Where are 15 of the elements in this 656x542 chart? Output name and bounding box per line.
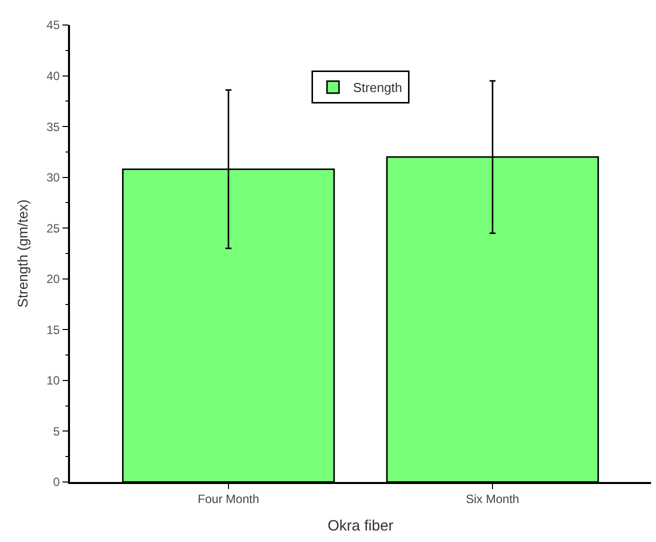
y-tick-label: 40 xyxy=(46,68,60,83)
y-tick-label: 10 xyxy=(46,374,60,388)
y-tick-label: 30 xyxy=(46,170,60,185)
legend-label: Strength xyxy=(353,80,402,96)
x-axis-title: Okra fiber xyxy=(328,518,394,535)
y-tick-label: 45 xyxy=(46,18,60,32)
y-axis-title: Strength (gm/tex) xyxy=(14,199,31,308)
y-tick-label: 15 xyxy=(46,322,60,337)
x-tick-label: Six Month xyxy=(466,492,520,506)
y-tick-label: 20 xyxy=(46,272,60,286)
y-tick-label: 0 xyxy=(53,475,60,490)
y-tick-label: 5 xyxy=(53,424,60,438)
x-tick-label: Four Month xyxy=(198,492,260,506)
y-tick-label: 25 xyxy=(46,221,60,236)
y-tick-label: 35 xyxy=(46,120,60,134)
